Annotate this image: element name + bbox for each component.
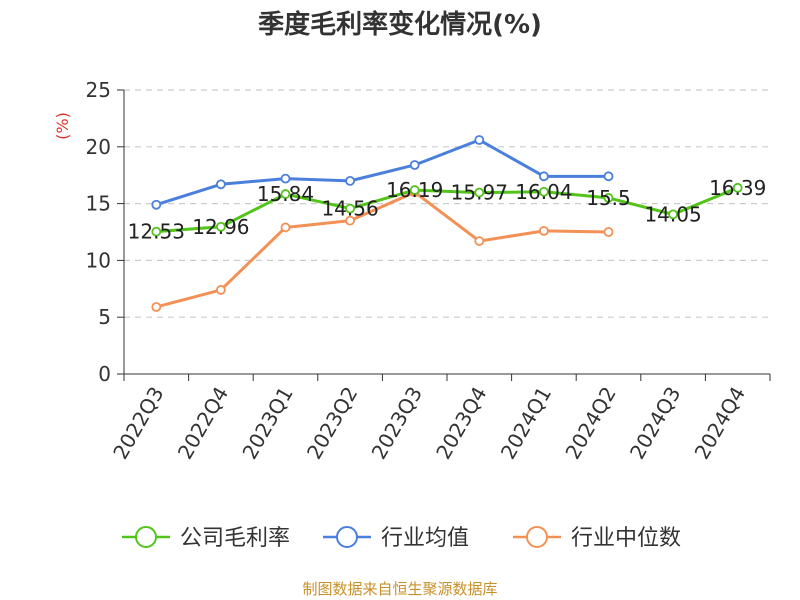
legend-marker — [336, 526, 358, 548]
legend-item: 公司毛利率 — [122, 526, 290, 551]
data-label: 14.56 — [321, 197, 378, 221]
data-point — [280, 222, 291, 233]
data-point — [280, 189, 291, 199]
y-tick-label: 5 — [98, 305, 111, 329]
x-tick-label: 2024Q1 — [496, 383, 556, 464]
y-axis-unit: (%) — [53, 112, 72, 140]
data-point — [409, 160, 420, 170]
data-label: 12.96 — [192, 215, 249, 239]
x-tick-label: 2024Q3 — [625, 383, 685, 464]
series-0 — [151, 182, 743, 237]
y-tick-label: 25 — [86, 78, 111, 102]
data-point — [215, 221, 226, 232]
data-point — [732, 182, 743, 193]
data-label: 16.19 — [386, 178, 443, 202]
data-label: 16.04 — [515, 180, 572, 204]
data-point — [151, 199, 162, 210]
data-point — [280, 173, 291, 184]
series-line — [155, 190, 609, 309]
series-1 — [151, 135, 614, 210]
data-point — [539, 171, 549, 182]
legend-label: 行业均值 — [381, 526, 469, 551]
data-point — [215, 285, 226, 295]
grid-lines — [124, 89, 770, 318]
data-point — [603, 193, 614, 203]
source-note: 制图数据来自恒生聚源数据库 — [302, 580, 497, 598]
data-point — [603, 171, 614, 182]
y-tick-label: 0 — [98, 362, 111, 386]
x-tick-label: 2024Q4 — [690, 383, 750, 464]
legend-item: 行业中位数 — [513, 526, 681, 551]
data-point — [474, 135, 485, 145]
chart-title: 季度毛利率变化情况(%) — [258, 9, 542, 40]
data-point — [215, 179, 226, 190]
data-labels: 12.53 12.96 15.84 14.56 16.19 15.97 16.04 15.5 1… — [128, 176, 767, 244]
data-point — [603, 227, 614, 237]
x-tick-label: 2023Q3 — [367, 383, 427, 464]
data-point — [474, 236, 485, 246]
legend: 公司毛利率 行业均值 行业中位数 — [122, 526, 681, 551]
legend-marker — [526, 526, 548, 548]
legend-label: 行业中位数 — [571, 526, 681, 551]
legend-label: 公司毛利率 — [180, 526, 290, 551]
series-line — [156, 186, 739, 234]
data-point — [151, 226, 162, 237]
x-tick-label: 2023Q2 — [302, 383, 362, 464]
data-label: 14.05 — [644, 202, 701, 226]
data-label: 16.39 — [709, 176, 766, 200]
data-point — [474, 187, 485, 198]
data-point — [345, 203, 356, 214]
data-label: 12.53 — [128, 220, 185, 244]
y-tick-label: 15 — [86, 192, 111, 216]
data-point — [409, 185, 420, 195]
series-lines — [151, 135, 743, 312]
x-tick-label: 2022Q3 — [108, 383, 168, 464]
y-tick-label: 10 — [86, 248, 111, 272]
data-point — [151, 302, 162, 312]
x-tick-label: 2022Q4 — [173, 383, 233, 464]
data-label: 15.5 — [586, 186, 631, 210]
y-tick-label: 20 — [86, 135, 111, 159]
data-point — [345, 175, 356, 186]
axes: 0 5 10 15 20 25 2022Q3 2022Q4 2023Q1 2023Q2 2023Q3… — [86, 78, 771, 464]
data-point — [668, 209, 678, 220]
legend-marker — [135, 526, 157, 548]
x-tick-label: 2023Q1 — [237, 383, 297, 464]
x-tick-label: 2023Q4 — [431, 383, 491, 464]
data-label: 15.84 — [257, 182, 314, 206]
data-point — [539, 225, 549, 236]
data-point — [539, 186, 549, 197]
x-tick-label: 2024Q2 — [560, 383, 620, 464]
series-2 — [151, 187, 614, 312]
data-point — [345, 215, 356, 226]
legend-item: 行业均值 — [323, 526, 469, 551]
series-line — [155, 138, 609, 207]
data-label: 15.97 — [451, 181, 508, 205]
